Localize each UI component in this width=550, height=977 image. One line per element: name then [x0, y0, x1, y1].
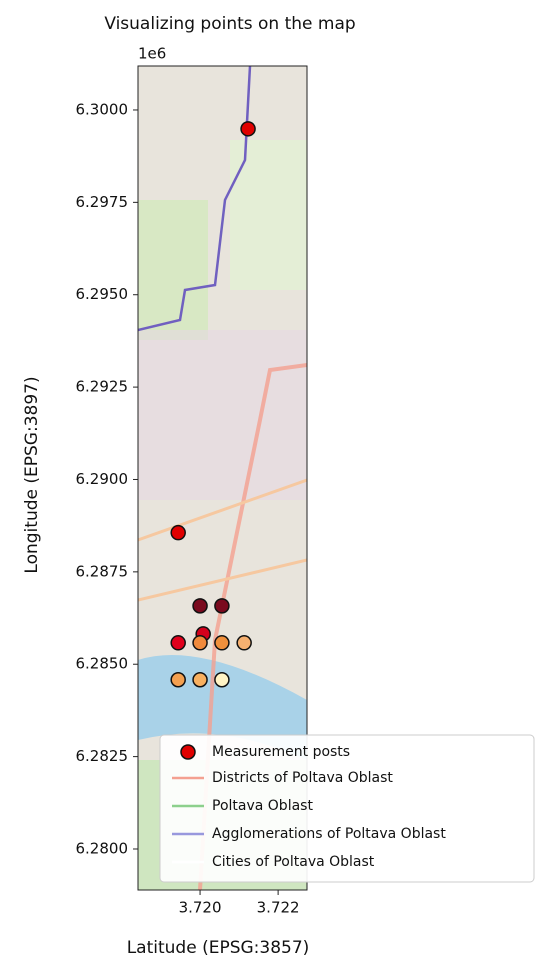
y-tick-label: 6.2875: [76, 562, 129, 580]
y-tick-label: 6.2825: [76, 747, 129, 765]
y-axis-label: Longitude (EPSG:3897): [22, 376, 42, 573]
y-tick-label: 6.2900: [76, 470, 129, 488]
offset-label: 1e6: [138, 45, 166, 63]
axes-frame: [137, 65, 308, 891]
legend-label: Measurement posts: [212, 744, 350, 760]
y-tick-label: 6.2950: [76, 285, 129, 303]
x-axis-label: Latitude (EPSG:3857): [127, 938, 310, 958]
y-tick-label: 6.2925: [76, 378, 129, 396]
legend: Measurement posts Districts of Poltava Ob…: [159, 734, 535, 883]
point: [214, 635, 230, 651]
point: [240, 121, 256, 137]
legend-label: Districts of Poltava Oblast: [212, 770, 393, 786]
y-tick-label: 6.2975: [76, 193, 129, 211]
point: [170, 635, 186, 651]
legend-label: Cities of Poltava Oblast: [212, 854, 375, 870]
y-tick-label: 6.2850: [76, 655, 129, 673]
chart-title: Visualizing points on the map: [104, 14, 355, 34]
legend-label: Poltava Oblast: [212, 798, 313, 814]
y-tick-label: 6.2800: [76, 839, 129, 857]
point: [214, 672, 230, 688]
x-tick-label: 3.722: [257, 899, 300, 917]
point: [236, 635, 252, 651]
y-tick-label: 6.3000: [76, 100, 129, 118]
point: [192, 635, 208, 651]
x-tick-label: 3.720: [179, 899, 222, 917]
point: [170, 524, 186, 541]
point: [214, 598, 230, 614]
point: [192, 598, 208, 614]
legend-marker: [180, 744, 196, 760]
legend-label: Agglomerations of Poltava Oblast: [212, 826, 446, 842]
point: [192, 672, 208, 688]
point: [170, 672, 186, 688]
